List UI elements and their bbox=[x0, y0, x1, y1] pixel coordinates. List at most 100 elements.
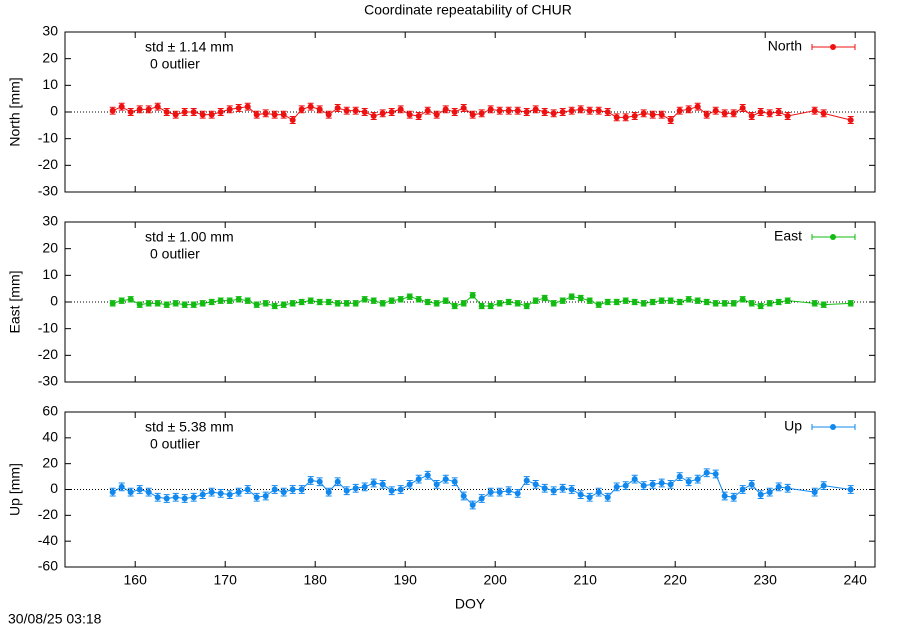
data-point bbox=[316, 478, 323, 485]
data-point bbox=[280, 111, 287, 118]
data-point bbox=[784, 485, 791, 492]
data-point bbox=[433, 300, 440, 307]
data-point bbox=[577, 106, 584, 113]
data-point bbox=[757, 109, 764, 115]
data-point bbox=[460, 492, 467, 499]
y-tick-label: 30 bbox=[42, 213, 58, 229]
data-point bbox=[145, 300, 152, 307]
data-point bbox=[766, 489, 773, 496]
data-point bbox=[766, 300, 773, 307]
data-point bbox=[757, 491, 764, 498]
data-point bbox=[685, 296, 692, 303]
data-point bbox=[325, 489, 332, 496]
data-point bbox=[730, 110, 737, 117]
data-point bbox=[172, 494, 179, 501]
data-point bbox=[712, 300, 719, 307]
x-tick-label: 230 bbox=[754, 572, 778, 588]
data-point bbox=[370, 480, 377, 487]
data-point bbox=[631, 299, 638, 305]
data-point bbox=[721, 492, 728, 499]
data-point bbox=[667, 117, 674, 123]
y-tick-label: 20 bbox=[42, 454, 58, 470]
data-point bbox=[541, 109, 548, 115]
data-point bbox=[559, 485, 566, 492]
data-point bbox=[262, 492, 269, 499]
data-point bbox=[334, 300, 341, 307]
data-point bbox=[532, 481, 539, 488]
data-point bbox=[568, 293, 575, 300]
data-point bbox=[325, 299, 332, 305]
data-point bbox=[424, 472, 431, 479]
data-point bbox=[811, 300, 818, 307]
data-point bbox=[334, 105, 341, 111]
data-point bbox=[343, 487, 350, 494]
data-point bbox=[271, 111, 278, 118]
data-point bbox=[343, 300, 350, 307]
data-point bbox=[190, 109, 197, 115]
legend-dot bbox=[830, 44, 836, 50]
data-point bbox=[379, 110, 386, 117]
data-point bbox=[208, 489, 215, 496]
data-point bbox=[361, 483, 368, 490]
data-point bbox=[352, 107, 359, 114]
data-point bbox=[136, 301, 143, 308]
data-point bbox=[631, 113, 638, 119]
data-point bbox=[820, 482, 827, 489]
data-point bbox=[694, 476, 701, 483]
data-point bbox=[163, 301, 170, 308]
data-point bbox=[460, 300, 467, 307]
data-point bbox=[397, 486, 404, 493]
data-point bbox=[406, 111, 413, 118]
data-point bbox=[622, 297, 629, 304]
data-point bbox=[676, 107, 683, 114]
data-point bbox=[199, 491, 206, 498]
data-point bbox=[415, 296, 422, 303]
data-point bbox=[181, 495, 188, 502]
data-point bbox=[604, 299, 611, 305]
data-point bbox=[577, 491, 584, 498]
data-point bbox=[820, 301, 827, 308]
data-point bbox=[595, 489, 602, 496]
data-point bbox=[136, 106, 143, 113]
data-point bbox=[235, 105, 242, 111]
data-point bbox=[460, 105, 467, 111]
data-point bbox=[172, 111, 179, 118]
data-point bbox=[415, 476, 422, 483]
y-tick-label: 0 bbox=[50, 103, 58, 119]
x-tick-label: 160 bbox=[124, 572, 148, 588]
data-point bbox=[496, 489, 503, 496]
data-point bbox=[118, 483, 125, 490]
data-point bbox=[442, 297, 449, 304]
data-point bbox=[163, 109, 170, 115]
y-tick-label: 0 bbox=[50, 293, 58, 309]
data-point bbox=[541, 295, 548, 301]
data-point bbox=[253, 301, 260, 308]
data-point bbox=[613, 299, 620, 305]
data-point bbox=[352, 300, 359, 307]
data-point bbox=[145, 489, 152, 496]
data-point bbox=[757, 303, 764, 309]
data-point bbox=[181, 301, 188, 308]
data-point bbox=[424, 299, 431, 305]
data-point bbox=[217, 297, 224, 304]
outlier-annotation: 0 outlier bbox=[150, 436, 200, 452]
data-point bbox=[469, 292, 476, 299]
data-point bbox=[586, 494, 593, 501]
y-tick-label: 10 bbox=[42, 266, 58, 282]
data-point bbox=[442, 106, 449, 113]
data-point bbox=[217, 490, 224, 497]
data-point bbox=[685, 478, 692, 485]
data-point bbox=[154, 103, 161, 110]
data-point bbox=[298, 106, 305, 113]
data-point bbox=[163, 495, 170, 502]
data-point bbox=[127, 109, 134, 115]
data-point bbox=[523, 303, 530, 309]
data-point bbox=[703, 111, 710, 118]
data-point bbox=[190, 494, 197, 501]
data-point bbox=[514, 300, 521, 307]
data-point bbox=[739, 105, 746, 111]
data-point bbox=[775, 109, 782, 115]
data-point bbox=[280, 301, 287, 308]
data-point bbox=[505, 107, 512, 114]
x-tick-label: 210 bbox=[574, 572, 598, 588]
